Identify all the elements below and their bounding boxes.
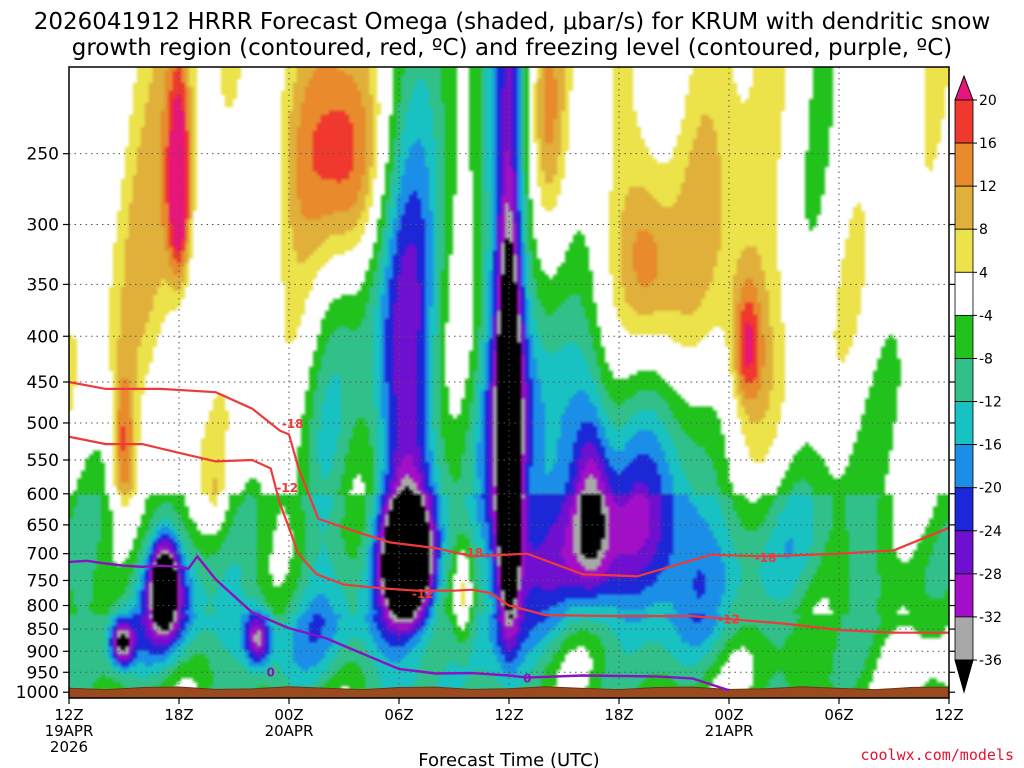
colorbar-segment: [954, 401, 974, 446]
freezing-level-contour: [69, 554, 730, 692]
colorbar-bottom-arrow: [954, 659, 974, 694]
axes: 2503003504004505005506006507007508008509…: [16, 145, 964, 756]
colorbar-segment: [954, 530, 974, 575]
dgz-contour-minus18: [69, 380, 949, 578]
x-axis-label: Forecast Time (UTC): [418, 750, 599, 768]
colorbar-label: 12: [979, 179, 997, 195]
x-tick-label: 06Z: [824, 706, 853, 724]
x-tick-label: 18Z: [164, 706, 193, 724]
contour-label: -12: [276, 481, 298, 495]
contour-label: -18: [461, 546, 483, 560]
contour-label: -18: [282, 417, 304, 431]
x-tick-label: 00Z: [274, 706, 303, 724]
y-tick-label: 700: [27, 545, 59, 565]
y-tick-label: 900: [27, 642, 59, 662]
colorbar-label: 16: [979, 136, 997, 152]
colorbar-label: -4: [979, 308, 993, 324]
terrain-ground: [69, 686, 949, 698]
colorbar-segment: [954, 487, 974, 532]
y-tick-label: 400: [27, 327, 59, 347]
colorbar-label: -8: [979, 351, 993, 367]
colorbar-segment: [954, 185, 974, 230]
y-tick-label: 1000: [16, 683, 59, 703]
contour-label: -12: [412, 587, 434, 601]
colorbar-segment: [954, 314, 974, 359]
contour-label: -12: [718, 612, 740, 626]
contour-layer: [69, 380, 949, 692]
chart-title-line2: growth region (contoured, red, ºC) and f…: [71, 35, 953, 61]
x-tick-sublabel: 2026: [50, 738, 88, 756]
colorbar-segment: [954, 142, 974, 187]
dgz-contour-minus12: [69, 435, 949, 634]
colorbar-label: 4: [979, 265, 988, 281]
x-tick-sublabel: 21APR: [705, 722, 754, 740]
colorbar-segment: [954, 616, 974, 661]
y-tick-label: 500: [27, 414, 59, 434]
x-tick-sublabel: 19APR: [45, 722, 94, 740]
colorbar-top-arrow: [954, 74, 974, 101]
colorbar-segment: [954, 573, 974, 618]
contour-label-layer: -18 -12 -18 -12 -18 -12 0 0: [266, 417, 776, 686]
y-tick-label: 650: [27, 516, 59, 536]
colorbar-segment: [954, 99, 974, 144]
colorbar-segment: [954, 271, 974, 316]
x-tick-label: 06Z: [384, 706, 413, 724]
x-tick-label: 12Z: [54, 706, 83, 724]
y-tick-label: 600: [27, 485, 59, 505]
y-tick-label: 250: [27, 145, 59, 165]
y-tick-label: 450: [27, 373, 59, 393]
colorbar: 20 16 12 8 4 -4 -8 -12 -16 -20 -24 -28 -32 -36: [954, 74, 1002, 694]
x-tick-sublabel: 20APR: [265, 722, 314, 740]
y-tick-label: 800: [27, 597, 59, 617]
chart-title-line1: 2026041912 HRRR Forecast Omega (shaded, …: [33, 9, 991, 35]
y-tick-label: 350: [27, 275, 59, 295]
y-tick-label: 300: [27, 216, 59, 236]
colorbar-label: 8: [979, 222, 988, 238]
colorbar-segment: [954, 358, 974, 402]
x-tick-label: 00Z: [714, 706, 743, 724]
colorbar-label: -12: [979, 395, 1002, 411]
colorbar-label: -24: [979, 524, 1002, 540]
contour-label: 0: [523, 672, 531, 686]
colorbar-segment: [954, 228, 974, 273]
contour-label: -18: [755, 551, 777, 565]
colorbar-label: 20: [979, 93, 997, 109]
x-tick-label: 18Z: [604, 706, 633, 724]
colorbar-segment: [954, 444, 974, 489]
x-tick-label: 12Z: [934, 706, 963, 724]
colorbar-label: -32: [979, 610, 1002, 626]
y-tick-label: 950: [27, 663, 59, 683]
contour-label: 0: [266, 665, 274, 679]
colorbar-label: -16: [979, 438, 1002, 454]
colorbar-label: -36: [979, 653, 1002, 669]
colorbar-label: -28: [979, 567, 1002, 583]
credit-text: coolwx.com/models: [860, 746, 1014, 764]
colorbar-label: -20: [979, 481, 1002, 497]
y-tick-label: 750: [27, 571, 59, 591]
x-tick-label: 12Z: [494, 706, 523, 724]
y-tick-label: 850: [27, 620, 59, 640]
y-tick-label: 550: [27, 451, 59, 471]
